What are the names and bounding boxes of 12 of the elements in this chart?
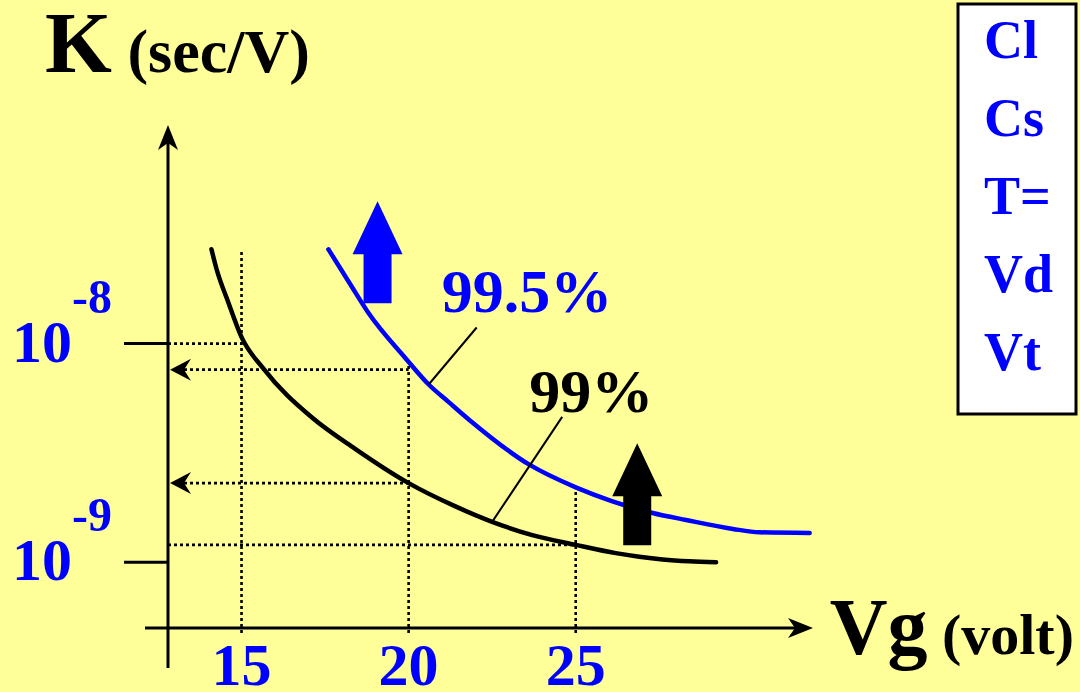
text: Cl xyxy=(984,10,1038,70)
text: Vd xyxy=(984,244,1054,304)
text: T= xyxy=(984,166,1051,226)
text: Cs xyxy=(984,88,1045,148)
y-axis-title: K (sec/V) xyxy=(45,0,310,91)
legend-label: 99% xyxy=(529,356,654,425)
x-axis-title: Vg (volt) xyxy=(829,583,1074,671)
x-tick-label: 15 xyxy=(211,632,272,692)
x-tick-label: 20 xyxy=(378,632,439,692)
legend-label: 99.5% xyxy=(441,257,613,326)
x-tick-label: 25 xyxy=(545,632,606,692)
text: Vt xyxy=(984,322,1041,382)
